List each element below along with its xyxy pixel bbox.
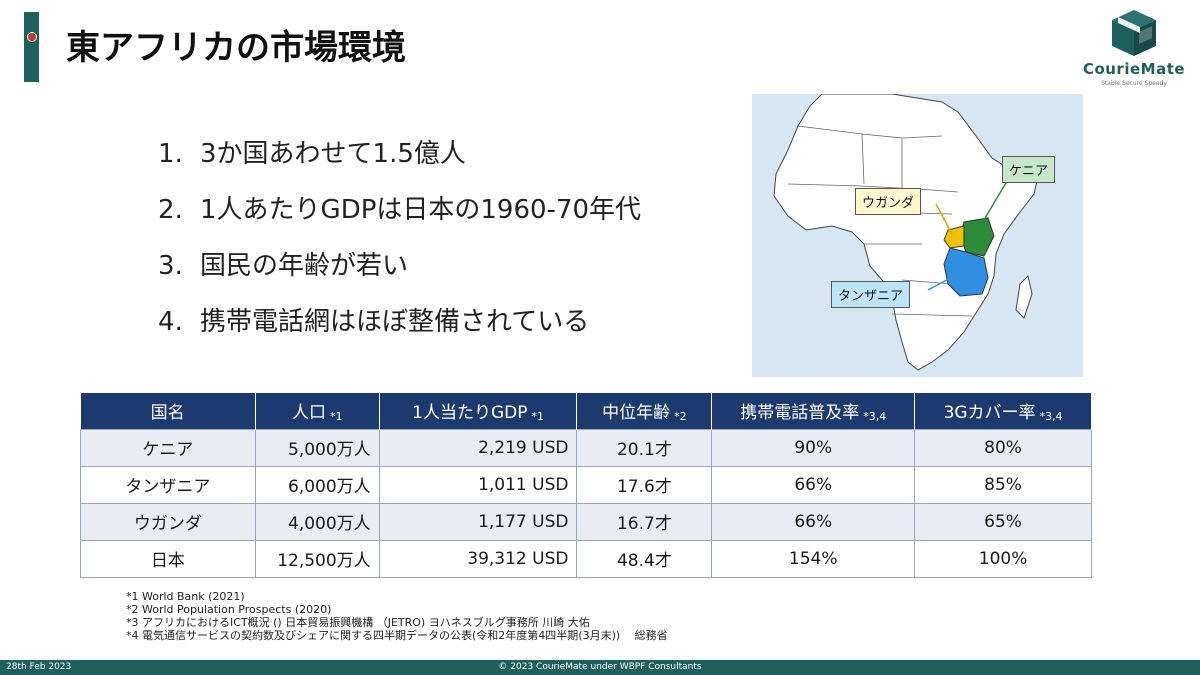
source-note: *1 World Bank (2021) [126,590,245,603]
cell-gdp: 39,312 USD [378,539,578,578]
key-point: 2. 1人あたりGDPは日本の1960-70年代 [158,192,641,248]
source-note: *3 アフリカにおけるICT概況 () 日本貿易振興機構 （JETRO) ヨハネ… [126,616,590,629]
source-note: *4 電気通信サービスの契約数及びシェアに関する四半期データの公表(令和2年度第… [126,629,668,642]
cell-median-age: 48.4才 [576,539,713,578]
cell-median-age: 20.1才 [576,428,713,467]
uganda-region [943,225,965,249]
table-row: タンザニア 6,000万人 1,011 USD 17.6才 66% 85% [80,465,1092,504]
africa-continent [773,94,1039,371]
cell-population: 4,000万人 [254,502,380,541]
header-mobile-penetration: 携帯電話普及率 *3,4 [711,393,916,429]
cell-3g-coverage: 100% [914,539,1092,578]
key-point-number: 3. [158,251,183,281]
tanzania-map-label: タンザニア [831,281,911,308]
key-point-number: 1. [158,139,183,169]
header-3g-coverage: 3Gカバー率 *3,4 [914,393,1092,429]
title-accent-bar [24,12,39,82]
cell-population: 12,500万人 [254,539,380,578]
cell-gdp: 1,177 USD [378,502,578,541]
source-notes: *1 World Bank (2021) *2 World Population… [126,590,668,642]
slide-footer: 28th Feb 2023 © 2023 CourieMate under WB… [0,660,1200,675]
uganda-map-label: ウガンダ [855,188,922,215]
logo-wordmark: CourieMate [1082,60,1186,78]
madagascar [1015,275,1033,319]
cell-3g-coverage: 80% [914,428,1092,467]
country-comparison-table: 国名 人口 *1 1人当たりGDP *1 中位年齢 *2 携帯電話普及率 *3,4 3G… [80,393,1092,578]
cell-mobile-penetration: 66% [711,502,916,541]
cell-median-age: 16.7才 [576,502,713,541]
footer-copyright: © 2023 CourieMate under WBPF Consultants [498,662,702,672]
cell-country: ウガンダ [80,502,256,541]
tanzania-region [943,247,989,297]
header-median-age: 中位年齢 *2 [576,393,713,429]
tanzania-leader-line [927,273,959,291]
cell-country: 日本 [80,539,256,578]
key-point-text: 国民の年齢が若い [200,251,409,281]
table-row: 日本 12,500万人 39,312 USD 48.4才 154% 100% [80,539,1092,578]
key-point-text: 1人あたりGDPは日本の1960-70年代 [200,195,642,225]
cell-population: 6,000万人 [254,465,380,504]
cell-country: ケニア [80,428,256,467]
source-note: *2 World Population Prospects (2020) [126,603,332,616]
key-point-number: 4. [158,307,183,337]
table-row: ケニア 5,000万人 2,219 USD 20.1才 90% 80% [80,428,1092,467]
africa-map: ケニア ウガンダ タンザニア [752,94,1083,377]
key-point: 4. 携帯電話網はほぼ整備されている [158,304,641,360]
table-header-row: 国名 人口 *1 1人当たりGDP *1 中位年齢 *2 携帯電話普及率 *3,4 3G… [80,393,1092,429]
cell-mobile-penetration: 154% [711,539,916,578]
cell-gdp: 1,011 USD [378,465,578,504]
header-population: 人口 *1 [255,393,380,429]
key-points-list: 1. 3か国あわせて1.5億人 2. 1人あたりGDPは日本の1960-70年代 3… [158,136,641,360]
logo-tagline: Stable Secure Speedy [1101,80,1167,87]
uganda-leader-line [935,203,953,235]
cell-gdp: 2,219 USD [378,428,578,467]
key-point-number: 2. [158,195,183,225]
header-country: 国名 [80,393,256,429]
courie-mate-logo: CourieMate Stable Secure Speedy [1078,8,1190,94]
key-point-text: 携帯電話網はほぼ整備されている [200,307,590,337]
cell-3g-coverage: 65% [914,502,1092,541]
cell-mobile-penetration: 90% [711,428,916,467]
table-row: ウガンダ 4,000万人 1,177 USD 16.7才 66% 65% [80,502,1092,541]
title-accent-dot [27,32,37,42]
footer-date: 28th Feb 2023 [6,662,72,672]
slide-title: 東アフリカの市場環境 [66,28,406,68]
cell-population: 5,000万人 [254,428,380,467]
cell-3g-coverage: 85% [914,465,1092,504]
cell-median-age: 17.6才 [576,465,713,504]
key-point-text: 3か国あわせて1.5億人 [200,139,466,169]
cell-country: タンザニア [80,465,256,504]
africa-map-graphic [773,94,1039,371]
box-logo-icon [1112,10,1156,56]
key-point: 1. 3か国あわせて1.5億人 [158,136,641,192]
header-gdp: 1人当たりGDP *1 [379,393,578,429]
key-point: 3. 国民の年齢が若い [158,248,641,304]
kenya-map-label: ケニア [1002,156,1056,183]
cell-mobile-penetration: 66% [711,465,916,504]
kenya-leader-line [977,175,1011,231]
